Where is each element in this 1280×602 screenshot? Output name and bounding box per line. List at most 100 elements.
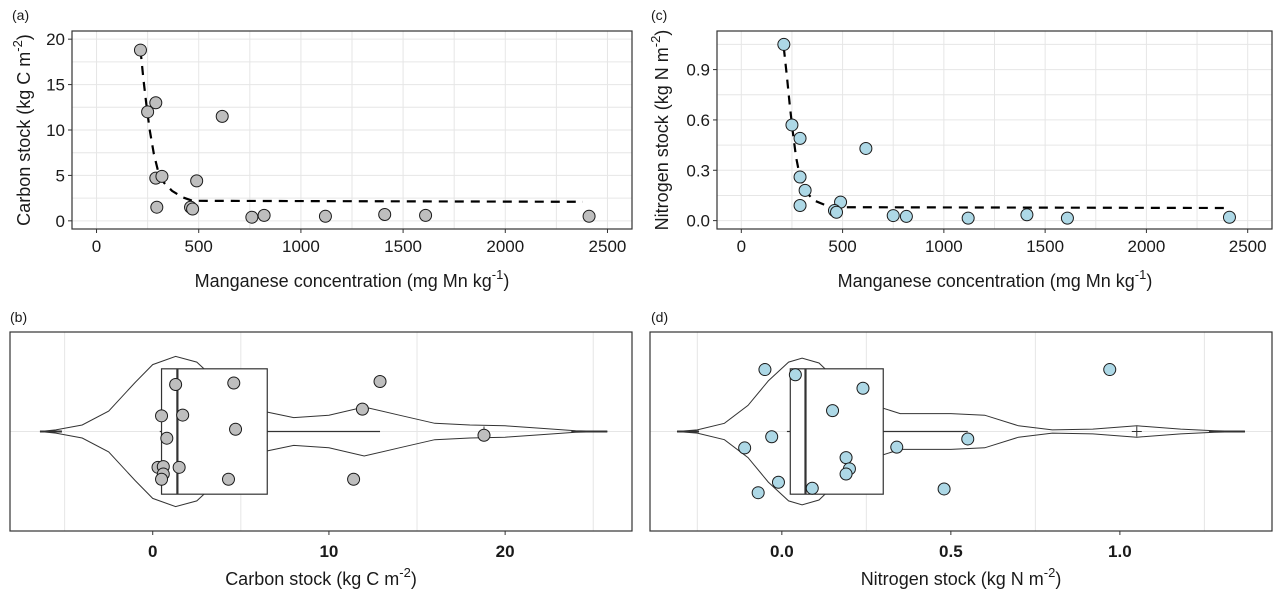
data-point <box>582 209 596 223</box>
data-point <box>1103 363 1117 377</box>
panel-c-frame <box>716 30 1273 230</box>
x-tick-label: 1.0 <box>1108 542 1132 561</box>
data-point <box>738 441 752 455</box>
panel-a-x-ticks: 0 500 1000 1500 2000 2500 <box>92 229 627 256</box>
panel-b-marks <box>39 355 608 508</box>
panel-d-x-axis-title: Nitrogen stock (kg N m-2) <box>861 565 1062 589</box>
data-point <box>777 37 791 51</box>
x-tick-label: 500 <box>185 237 213 256</box>
data-point <box>788 368 802 382</box>
panel-c-grid <box>717 31 1272 229</box>
panel-c-y-ticks: 0.0 0.3 0.6 0.9 <box>686 61 717 231</box>
x-tick-label: 2500 <box>1229 237 1267 256</box>
x-tick-label: 2500 <box>589 237 627 256</box>
data-point <box>155 409 169 423</box>
x-tick-label: 20 <box>496 542 515 561</box>
data-point <box>318 209 332 223</box>
y-tick-label: 5 <box>56 166 65 185</box>
y-tick-label: 0.3 <box>686 161 710 180</box>
x-tick-label: 1500 <box>1026 237 1064 256</box>
data-point <box>859 141 873 155</box>
x-tick-label: 1000 <box>925 237 963 256</box>
data-point <box>133 43 147 57</box>
data-point <box>886 209 900 223</box>
data-point <box>477 428 491 442</box>
data-point <box>245 210 259 224</box>
data-point <box>793 199 807 213</box>
y-tick-label: 15 <box>46 76 65 95</box>
panel-d-violin-nitrogen: (d) 0.0 0.5 1.0 Nitrogen stock (kg N m-2) <box>649 309 1273 589</box>
x-tick-label: 0 <box>737 237 746 256</box>
data-point <box>961 211 975 225</box>
x-tick-label: 2000 <box>1128 237 1166 256</box>
data-point <box>830 205 844 219</box>
data-point <box>961 432 975 446</box>
data-point <box>839 467 853 481</box>
data-point <box>1060 211 1074 225</box>
x-tick-label: 0 <box>148 542 157 561</box>
data-point <box>169 377 183 391</box>
panel-c-y-axis-title: Nitrogen stock (kg N m-2) <box>648 30 672 231</box>
y-tick-label: 0.0 <box>686 212 710 231</box>
panel-c-scatter-nitrogen: (c) 0 500 1000 1500 2000 2500 0.0 0.3 0.6 0.9 Ma… <box>648 7 1273 291</box>
y-tick-label: 0.6 <box>686 111 710 130</box>
x-tick-label: 1000 <box>282 237 320 256</box>
data-point <box>160 431 174 445</box>
panel-a-x-axis-title: Manganese concentration (mg Mn kg-1) <box>195 267 510 291</box>
data-point <box>937 482 951 496</box>
data-point <box>805 481 819 495</box>
x-tick-label: 0.5 <box>939 542 963 561</box>
y-tick-label: 0 <box>56 212 65 231</box>
panel-b-x-axis-title: Carbon stock (kg C m-2) <box>225 565 417 589</box>
panel-b-x-ticks: 0 10 20 <box>148 531 515 561</box>
data-point <box>758 363 772 377</box>
data-point <box>155 472 169 486</box>
data-point <box>1222 210 1236 224</box>
x-tick-label: 1500 <box>384 237 422 256</box>
x-tick-label: 2000 <box>486 237 524 256</box>
data-point <box>229 422 243 436</box>
data-point <box>172 460 186 474</box>
data-point <box>221 472 235 486</box>
data-point <box>186 202 200 216</box>
data-point <box>765 430 779 444</box>
panel-c-x-ticks: 0 500 1000 1500 2000 2500 <box>737 229 1267 256</box>
panel-c-tag: (c) <box>651 7 667 23</box>
x-tick-label: 0 <box>92 237 101 256</box>
data-point <box>890 440 904 454</box>
panel-a-marks <box>133 43 596 224</box>
panel-d-x-ticks: 0.0 0.5 1.0 <box>770 531 1132 561</box>
data-point <box>149 96 163 110</box>
data-point <box>141 105 155 119</box>
data-point <box>257 208 271 222</box>
data-point <box>1020 208 1034 222</box>
panel-b-violin-carbon: (b) 0 10 20 Carbon stock (kg C m-2) <box>9 309 633 589</box>
panel-a-tag: (a) <box>12 7 29 23</box>
data-point <box>771 475 785 489</box>
data-point <box>751 486 765 500</box>
panel-b-frame <box>9 331 633 532</box>
data-point <box>347 472 361 486</box>
data-point <box>215 109 229 123</box>
data-point <box>839 451 853 465</box>
panel-a-y-ticks: 0 5 10 15 20 <box>46 30 72 231</box>
data-point <box>826 404 840 418</box>
data-point <box>378 207 392 221</box>
panel-d-frame <box>649 331 1273 532</box>
data-point <box>150 200 164 214</box>
data-point <box>419 208 433 222</box>
panel-d-marks <box>676 357 1246 506</box>
y-tick-label: 0.9 <box>686 61 710 80</box>
data-point <box>355 402 369 416</box>
panel-a-grid <box>72 31 632 229</box>
panel-d-tag: (d) <box>651 309 668 325</box>
y-tick-label: 20 <box>46 30 65 49</box>
data-point <box>155 169 169 183</box>
data-point <box>856 381 870 395</box>
data-point <box>793 131 807 145</box>
panel-b-tag: (b) <box>10 309 27 325</box>
x-tick-label: 0.0 <box>770 542 794 561</box>
x-tick-label: 10 <box>319 542 338 561</box>
x-tick-label: 500 <box>828 237 856 256</box>
